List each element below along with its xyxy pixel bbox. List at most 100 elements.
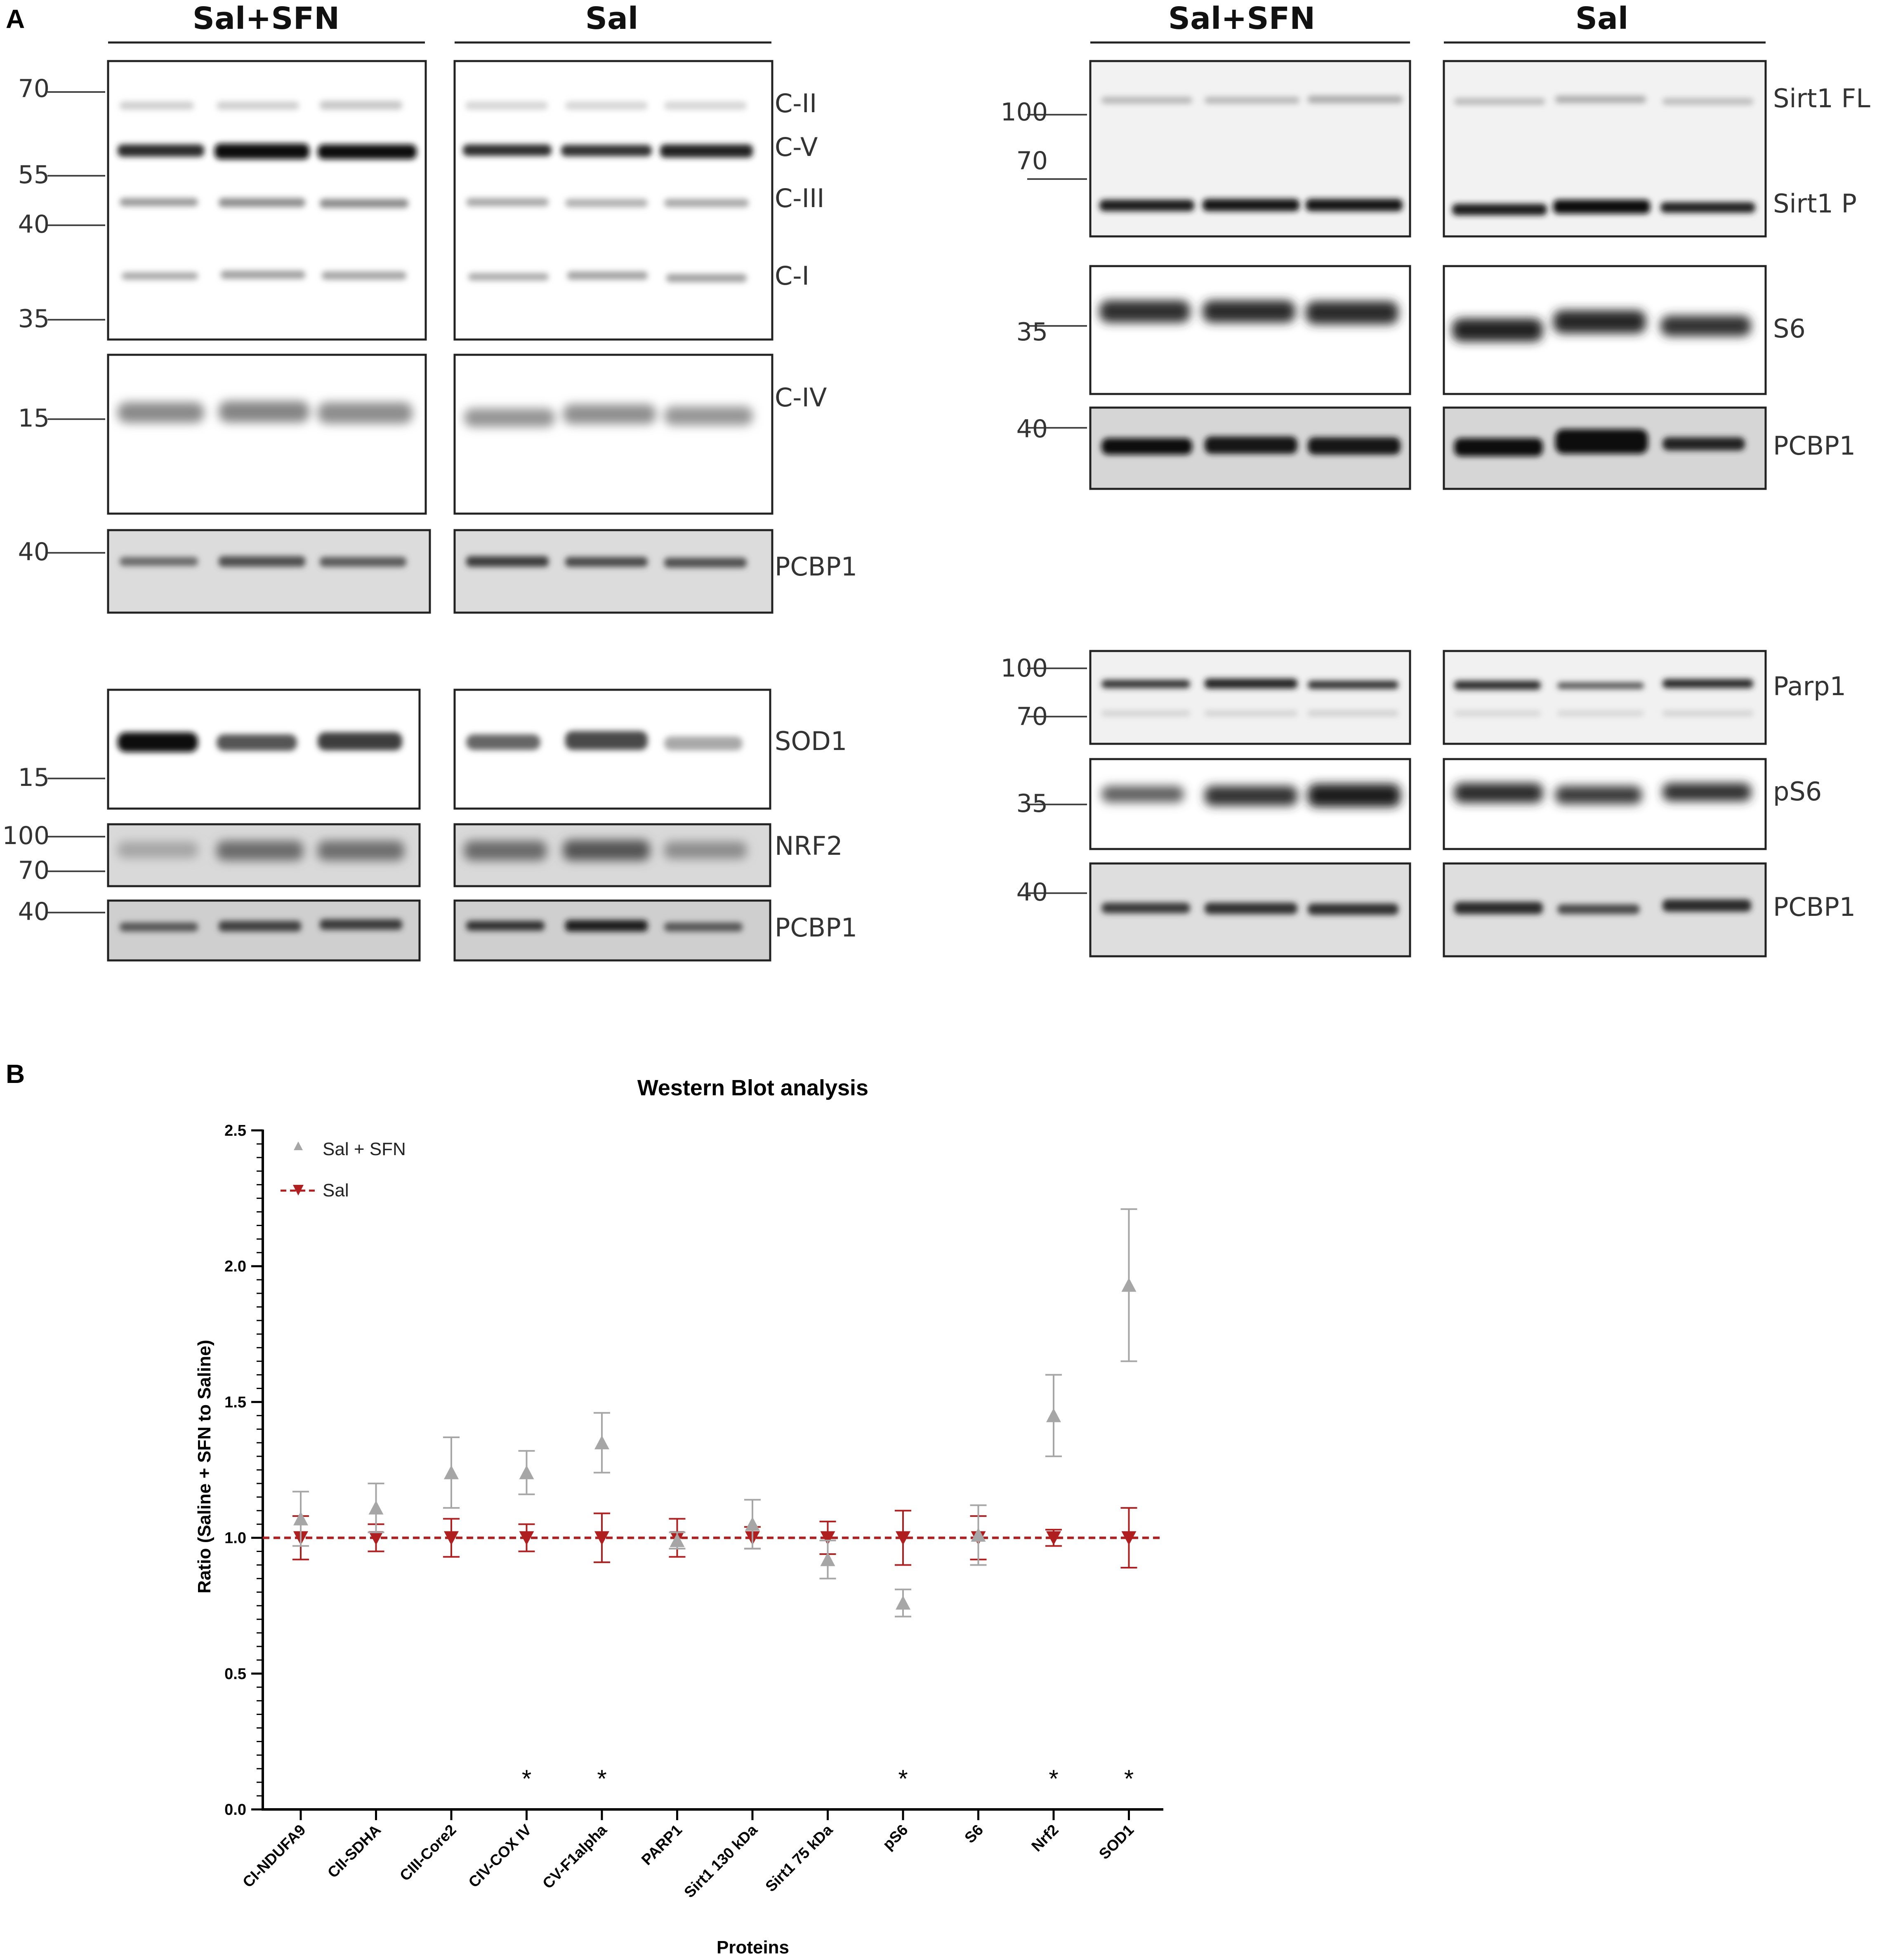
data-point-sal [368, 1531, 384, 1545]
western-blot-analysis-chart: B Western Blot analysis Ratio (Saline + … [6, 1059, 1163, 1958]
mw-label: 70 [18, 856, 50, 885]
data-point-sal-sfn [896, 1595, 910, 1610]
significance-star: * [1049, 1765, 1058, 1793]
significance-markers: * * * * * [522, 1765, 1134, 1793]
blot-ps6: 35 pS6 [1016, 758, 1822, 850]
band-row-sirt1-fl [1101, 96, 1753, 105]
legend-label-sal: Sal [323, 1180, 349, 1201]
band-row-c-iii [120, 198, 749, 208]
data-point-sal [1121, 1531, 1137, 1545]
significance-star: * [898, 1765, 908, 1793]
western-blot-panel: A Sal+SFN Sal Sal+SFN Sal [2, 1, 1870, 962]
mw-label: 40 [1016, 415, 1048, 443]
mw-label: 55 [18, 160, 50, 189]
mw-label: 15 [18, 763, 50, 792]
blot-pcbp1-parp1: 40 PCBP1 [1016, 862, 1856, 958]
band-row-sod1 [118, 731, 743, 752]
x-tick-label: CII-SDHA [324, 1821, 384, 1881]
x-tick-label: CV-F1alpha [539, 1821, 610, 1892]
blot-frame [1443, 650, 1767, 745]
blot-s6: 35 S6 [1016, 265, 1806, 395]
blot-parp1: 100 70 Parp1 [1000, 650, 1846, 745]
chart-title: Western Blot analysis [637, 1076, 868, 1100]
blot-c-iv: 15 C-IV [18, 354, 827, 515]
band-label-ps6: pS6 [1773, 776, 1822, 807]
data-point-sal-sfn [293, 1511, 308, 1526]
x-axis-title: Proteins [717, 1937, 789, 1958]
chart-legend: Sal + SFN Sal [281, 1139, 406, 1201]
x-tick-label: pS6 [880, 1821, 911, 1853]
band-label-s6: S6 [1773, 314, 1806, 344]
y-tick-label: 2.0 [224, 1258, 246, 1275]
x-tick-label: CIV-COX IV [465, 1821, 535, 1891]
data-point-sal [1046, 1531, 1061, 1545]
blot-frame [1089, 650, 1411, 745]
data-point-sal-sfn [594, 1435, 609, 1450]
legend-marker-sal-sfn [294, 1142, 303, 1150]
mw-label: 35 [1016, 789, 1048, 818]
blot-sod1: 15 SOD1 [18, 689, 847, 810]
band-label-sod1: SOD1 [775, 726, 847, 756]
x-tick-label: SOD1 [1096, 1821, 1137, 1863]
mw-label: 40 [1016, 878, 1048, 907]
data-point-sal [594, 1531, 609, 1545]
mw-label: 100 [1000, 654, 1048, 683]
y-tick-label: 0.5 [224, 1665, 246, 1683]
mw-label: 15 [18, 404, 50, 433]
x-tick-label: PARP1 [638, 1821, 685, 1868]
x-tick-label: CIII-Core2 [396, 1821, 460, 1885]
group-label-sal-right: Sal [1575, 1, 1629, 36]
band-row-c-i [122, 271, 747, 282]
band-row-c-iv [118, 401, 753, 427]
data-point-sal-sfn [1121, 1278, 1137, 1292]
significance-star: * [1124, 1765, 1134, 1793]
data-point-sal [444, 1531, 459, 1545]
band-label-nrf2: NRF2 [775, 831, 843, 861]
significance-star: * [522, 1765, 531, 1793]
left-group-headers: Sal+SFN Sal [108, 1, 771, 44]
band-row-s6 [1099, 300, 1751, 342]
blot-pcbp1-sirt1: 40 PCBP1 [1016, 406, 1856, 490]
data-point-sal [820, 1531, 835, 1545]
data-point-sal-sfn [1046, 1408, 1061, 1422]
blot-nrf2: 100 70 NRF2 [2, 821, 843, 887]
mw-label: 35 [18, 304, 50, 333]
blot-frame [1443, 758, 1767, 850]
blot-frame [107, 529, 431, 614]
y-tick-label: 0.0 [224, 1801, 246, 1818]
blot-frame [453, 354, 773, 515]
band-label-c-iv: C-IV [775, 382, 827, 413]
band-row-pcbp1 [1101, 899, 1751, 915]
y-axis-title: Ratio (Saline + SFN to Saline) [194, 1340, 215, 1594]
mw-label: 40 [18, 897, 50, 926]
band-label-pcbp1: PCBP1 [1773, 892, 1856, 922]
band-label-parp1: Parp1 [1773, 671, 1846, 701]
panel-a-letter: A [6, 4, 25, 34]
blot-frame [453, 529, 773, 614]
mw-label: 40 [18, 538, 50, 566]
x-tick-label: Nrf2 [1028, 1821, 1061, 1855]
data-point-sal-sfn [444, 1465, 459, 1479]
band-label-sirt1-fl: Sirt1 FL [1773, 83, 1870, 113]
mw-label: 70 [1016, 146, 1048, 175]
chart-axes: 0.0 0.5 1.0 1.5 2.0 2.5 CI-NDUFA9 CII-SDHA CIII-… [224, 1122, 1163, 1901]
band-row-c-ii [120, 101, 747, 110]
blot-frame [1089, 265, 1411, 395]
group-label-sal-sfn-right: Sal+SFN [1168, 1, 1315, 36]
x-tick-label: S6 [961, 1821, 986, 1847]
y-tick-label: 2.5 [224, 1122, 246, 1139]
band-row-ps6 [1101, 783, 1751, 807]
data-point-sal [896, 1531, 910, 1545]
y-tick-label: 1.0 [224, 1530, 246, 1547]
mw-label: 100 [1000, 98, 1048, 127]
mw-label: 70 [18, 74, 50, 103]
x-tick-label: Sirt1 130 kDa [681, 1821, 761, 1901]
data-point-sal-sfn [820, 1552, 835, 1566]
band-row-c-v [118, 144, 753, 159]
data-point-sal-sfn [368, 1500, 384, 1515]
band-row-pcbp1 [120, 919, 743, 932]
panel-b-letter: B [6, 1059, 25, 1089]
data-point-sal-sfn [670, 1533, 685, 1547]
